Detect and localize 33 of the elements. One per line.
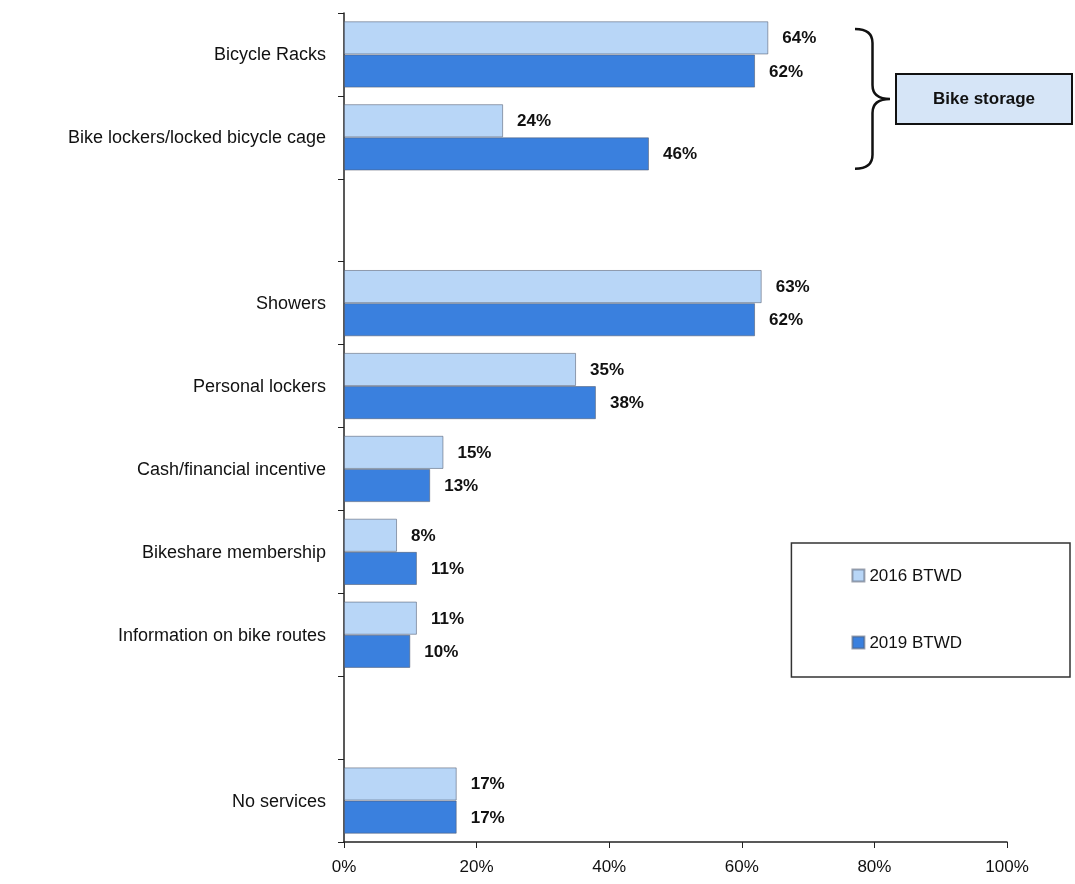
annotation: Bike storage bbox=[933, 88, 1036, 109]
data-label: 13% bbox=[444, 476, 479, 496]
x-tick-label: 0% bbox=[331, 857, 357, 876]
data-label: 17% bbox=[470, 774, 505, 794]
x-tick-label: 20% bbox=[459, 857, 494, 876]
data-label: 35% bbox=[590, 359, 625, 379]
x-tick-label: 40% bbox=[592, 857, 627, 876]
y-tick-label: Bicycle Racks bbox=[213, 44, 326, 65]
data-label: 46% bbox=[662, 144, 698, 164]
y-tick-label: Bikeshare membership bbox=[141, 541, 326, 562]
x-tick-label: 80% bbox=[857, 857, 892, 876]
data-label: 24% bbox=[517, 111, 552, 131]
data-label: 64% bbox=[782, 28, 817, 48]
x-tick-label: 60% bbox=[724, 857, 759, 876]
data-label: 62% bbox=[769, 61, 804, 81]
data-label: 17% bbox=[470, 807, 505, 827]
y-tick-label: No services bbox=[231, 790, 326, 811]
y-tick-label: Showers bbox=[255, 293, 326, 314]
y-tick-label: Cash/financial incentive bbox=[136, 458, 326, 479]
data-label: 62% bbox=[769, 310, 804, 330]
data-label: 38% bbox=[609, 393, 644, 413]
x-tick-label: 100% bbox=[985, 857, 1029, 876]
data-label: 11% bbox=[430, 558, 465, 578]
data-label: 63% bbox=[775, 277, 810, 297]
y-tick-label: Bike lockers/locked bicycle cage bbox=[67, 127, 326, 148]
data-label: 11% bbox=[430, 608, 465, 628]
y-tick-label: Personal lockers bbox=[192, 376, 326, 397]
legend-label: 2019 BTWD bbox=[869, 633, 963, 652]
data-label: 10% bbox=[424, 641, 459, 661]
data-label: 8% bbox=[411, 525, 436, 545]
data-label: 15% bbox=[457, 442, 492, 462]
y-tick-label: Information on bike routes bbox=[117, 624, 326, 645]
legend-label: 2016 BTWD bbox=[869, 566, 963, 585]
